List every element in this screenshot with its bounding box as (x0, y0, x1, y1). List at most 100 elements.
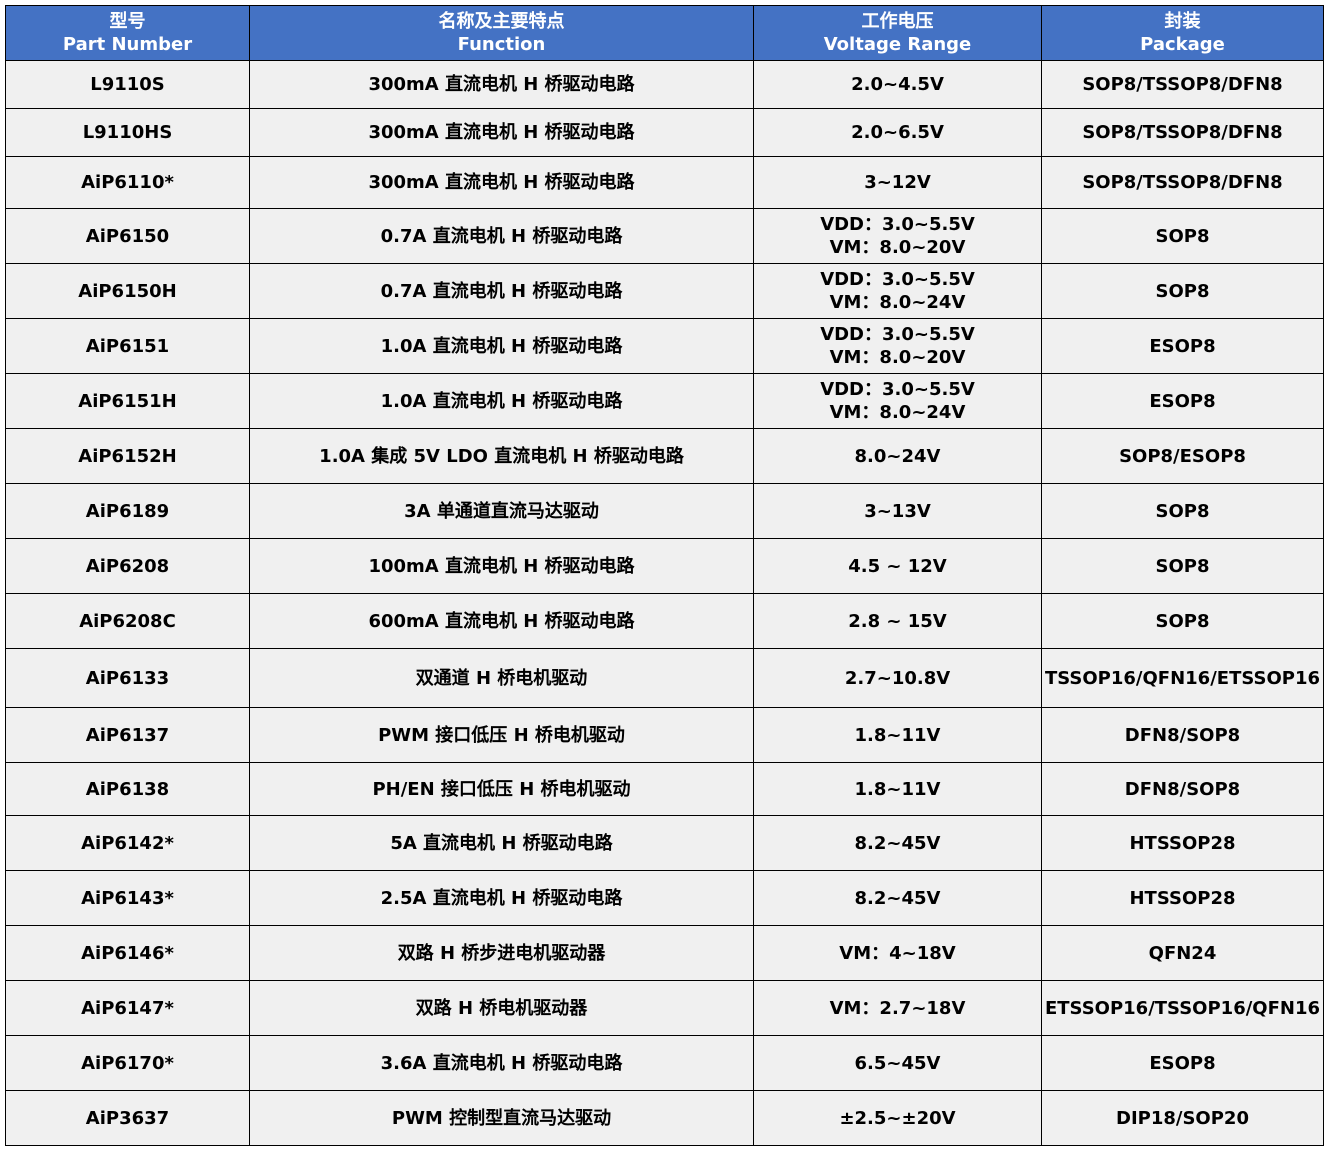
table-row: AiP6137 PWM 接口低压 H 桥电机驱动 1.8~11V DFN8/SOP8 (5, 707, 1324, 763)
cell-part-number: AiP3637 (5, 1090, 250, 1146)
cell-voltage-range: VDD：3.0~5.5V VM：8.0~20V (753, 208, 1042, 264)
cell-function: PH/EN 接口低压 H 桥电机驱动 (249, 762, 754, 816)
header-package: 封装 Package (1041, 5, 1324, 61)
cell-voltage-range: 1.8~11V (753, 762, 1042, 816)
cell-part-number: AiP6138 (5, 762, 250, 816)
cell-part-number: AiP6152H (5, 428, 250, 484)
cell-part-number: AiP6150 (5, 208, 250, 264)
cell-voltage-range: 8.2~45V (753, 815, 1042, 871)
cell-package: SOP8 (1041, 593, 1324, 649)
cell-function: 0.7A 直流电机 H 桥驱动电路 (249, 263, 754, 319)
cell-package: SOP8/ESOP8 (1041, 428, 1324, 484)
cell-voltage-range: 2.8 ~ 15V (753, 593, 1042, 649)
cell-package: ETSSOP16/TSSOP16/QFN16 (1041, 980, 1324, 1036)
cell-voltage-range: 1.8~11V (753, 707, 1042, 763)
cell-function: 1.0A 直流电机 H 桥驱动电路 (249, 373, 754, 429)
header-zh-label: 名称及主要特点 (438, 11, 565, 32)
cell-package: TSSOP16/QFN16/ETSSOP16 (1041, 648, 1324, 708)
cell-package: DFN8/SOP8 (1041, 707, 1324, 763)
table-row: AiP6110* 300mA 直流电机 H 桥驱动电路 3~12V SOP8/TSSO… (5, 156, 1324, 209)
table-row: AiP6208 100mA 直流电机 H 桥驱动电路 4.5 ~ 12V SOP8 (5, 538, 1324, 594)
cell-function: 3.6A 直流电机 H 桥驱动电路 (249, 1035, 754, 1091)
cell-part-number: L9110HS (5, 108, 250, 157)
cell-function: PWM 控制型直流马达驱动 (249, 1090, 754, 1146)
table-row: AiP6146* 双路 H 桥步进电机驱动器 VM：4~18V QFN24 (5, 925, 1324, 981)
cell-function: 100mA 直流电机 H 桥驱动电路 (249, 538, 754, 594)
table-row: AiP6170* 3.6A 直流电机 H 桥驱动电路 6.5~45V ESOP8 (5, 1035, 1324, 1091)
cell-function: 300mA 直流电机 H 桥驱动电路 (249, 108, 754, 157)
cell-part-number: AiP6147* (5, 980, 250, 1036)
table-row: AiP6152H 1.0A 集成 5V LDO 直流电机 H 桥驱动电路 8.0~2… (5, 428, 1324, 484)
cell-function: 1.0A 直流电机 H 桥驱动电路 (249, 318, 754, 374)
cell-package: ESOP8 (1041, 1035, 1324, 1091)
cell-voltage-range: 3~13V (753, 483, 1042, 539)
table-row: AiP6150 0.7A 直流电机 H 桥驱动电路 VDD：3.0~5.5V VM：… (5, 208, 1324, 264)
cell-function: 600mA 直流电机 H 桥驱动电路 (249, 593, 754, 649)
cell-voltage-range: 2.0~6.5V (753, 108, 1042, 157)
cell-voltage-range: 6.5~45V (753, 1035, 1042, 1091)
cell-part-number: AiP6146* (5, 925, 250, 981)
cell-function: 2.5A 直流电机 H 桥驱动电路 (249, 870, 754, 926)
cell-part-number: AiP6208C (5, 593, 250, 649)
cell-package: HTSSOP28 (1041, 870, 1324, 926)
cell-function: 双路 H 桥步进电机驱动器 (249, 925, 754, 981)
header-en-label: Package (1140, 34, 1225, 55)
cell-voltage-range: VDD：3.0~5.5V VM：8.0~24V (753, 373, 1042, 429)
cell-package: HTSSOP28 (1041, 815, 1324, 871)
header-en-label: Voltage Range (823, 34, 972, 55)
table-row: AiP6133 双通道 H 桥电机驱动 2.7~10.8V TSSOP16/QFN16… (5, 648, 1324, 708)
table-row: L9110HS 300mA 直流电机 H 桥驱动电路 2.0~6.5V SOP8/TS… (5, 108, 1324, 157)
cell-function: PWM 接口低压 H 桥电机驱动 (249, 707, 754, 763)
cell-part-number: AiP6189 (5, 483, 250, 539)
table-row: AiP6208C 600mA 直流电机 H 桥驱动电路 2.8 ~ 15V SOP8 (5, 593, 1324, 649)
cell-part-number: AiP6137 (5, 707, 250, 763)
cell-part-number: AiP6110* (5, 156, 250, 209)
table-row: AiP3637 PWM 控制型直流马达驱动 ±2.5~±20V DIP18/SOP20 (5, 1090, 1324, 1146)
header-zh-label: 型号 (109, 11, 146, 32)
cell-function: 5A 直流电机 H 桥驱动电路 (249, 815, 754, 871)
cell-package: SOP8 (1041, 263, 1324, 319)
cell-function: 双通道 H 桥电机驱动 (249, 648, 754, 708)
cell-function: 1.0A 集成 5V LDO 直流电机 H 桥驱动电路 (249, 428, 754, 484)
table-row: AiP6151H 1.0A 直流电机 H 桥驱动电路 VDD：3.0~5.5V VM… (5, 373, 1324, 429)
product-table: 型号 Part Number 名称及主要特点 Function 工作电压 Voltage … (5, 5, 1324, 1146)
cell-package: DIP18/SOP20 (1041, 1090, 1324, 1146)
header-function: 名称及主要特点 Function (249, 5, 754, 61)
cell-package: SOP8/TSSOP8/DFN8 (1041, 108, 1324, 157)
cell-voltage-range: 2.0~4.5V (753, 60, 1042, 109)
header-zh-label: 封装 (1164, 11, 1201, 32)
cell-package: SOP8 (1041, 538, 1324, 594)
cell-part-number: AiP6142* (5, 815, 250, 871)
cell-part-number: AiP6151H (5, 373, 250, 429)
header-voltage-range: 工作电压 Voltage Range (753, 5, 1042, 61)
cell-function: 双路 H 桥电机驱动器 (249, 980, 754, 1036)
table-row: AiP6189 3A 单通道直流马达驱动 3~13V SOP8 (5, 483, 1324, 539)
header-en-label: Function (457, 34, 546, 55)
table-row: AiP6142* 5A 直流电机 H 桥驱动电路 8.2~45V HTSSOP28 (5, 815, 1324, 871)
table-body: L9110S 300mA 直流电机 H 桥驱动电路 2.0~4.5V SOP8/TSS… (5, 60, 1324, 1146)
cell-part-number: AiP6208 (5, 538, 250, 594)
cell-part-number: L9110S (5, 60, 250, 109)
cell-voltage-range: VDD：3.0~5.5V VM：8.0~24V (753, 263, 1042, 319)
cell-function: 3A 单通道直流马达驱动 (249, 483, 754, 539)
cell-voltage-range: ±2.5~±20V (753, 1090, 1042, 1146)
cell-package: QFN24 (1041, 925, 1324, 981)
cell-voltage-range: 8.2~45V (753, 870, 1042, 926)
cell-package: SOP8/TSSOP8/DFN8 (1041, 156, 1324, 209)
cell-voltage-range: VM：2.7~18V (753, 980, 1042, 1036)
cell-package: SOP8/TSSOP8/DFN8 (1041, 60, 1324, 109)
cell-package: ESOP8 (1041, 318, 1324, 374)
cell-voltage-range: 4.5 ~ 12V (753, 538, 1042, 594)
cell-voltage-range: VDD：3.0~5.5V VM：8.0~20V (753, 318, 1042, 374)
table-row: AiP6151 1.0A 直流电机 H 桥驱动电路 VDD：3.0~5.5V VM：… (5, 318, 1324, 374)
cell-package: ESOP8 (1041, 373, 1324, 429)
cell-part-number: AiP6151 (5, 318, 250, 374)
cell-voltage-range: VM：4~18V (753, 925, 1042, 981)
cell-voltage-range: 2.7~10.8V (753, 648, 1042, 708)
header-row: 型号 Part Number 名称及主要特点 Function 工作电压 Voltage … (5, 5, 1324, 61)
table-row: L9110S 300mA 直流电机 H 桥驱动电路 2.0~4.5V SOP8/TSS… (5, 60, 1324, 109)
cell-part-number: AiP6150H (5, 263, 250, 319)
header-en-label: Part Number (62, 34, 193, 55)
cell-package: SOP8 (1041, 208, 1324, 264)
table-row: AiP6143* 2.5A 直流电机 H 桥驱动电路 8.2~45V HTSSOP28 (5, 870, 1324, 926)
